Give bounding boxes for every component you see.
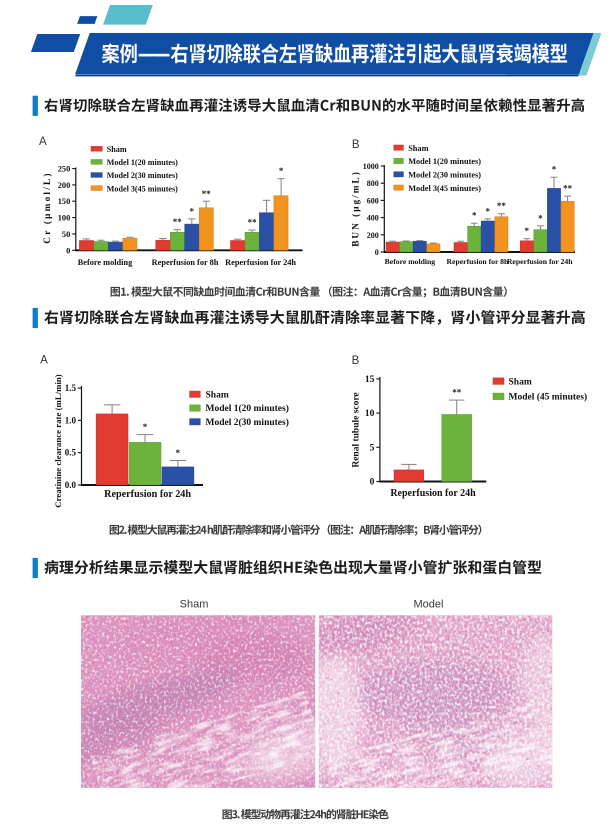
svg-text:*: * xyxy=(190,206,195,216)
svg-text:Before molding: Before molding xyxy=(385,257,436,266)
svg-text:Reperfusion for 8h: Reperfusion for 8h xyxy=(447,257,510,266)
svg-text:Renal tubule score: Renal tubule score xyxy=(352,392,362,467)
svg-text:Reperfusion for 8h: Reperfusion for 8h xyxy=(152,258,219,267)
svg-text:Model (45 minutes): Model (45 minutes) xyxy=(509,392,588,403)
svg-text:600: 600 xyxy=(367,196,379,205)
svg-text:*: * xyxy=(279,166,284,176)
svg-text:0.0: 0.0 xyxy=(65,480,77,490)
svg-text:50: 50 xyxy=(62,230,70,239)
svg-text:**: ** xyxy=(563,184,573,194)
svg-text:Model 2(30 minutes): Model 2(30 minutes) xyxy=(206,417,289,428)
svg-text:1.0: 1.0 xyxy=(65,415,77,425)
svg-text:Model 3(45 minutes): Model 3(45 minutes) xyxy=(107,184,178,193)
svg-text:B: B xyxy=(352,355,360,367)
svg-text:Sham: Sham xyxy=(206,390,229,400)
svg-text:1000: 1000 xyxy=(363,162,379,171)
svg-text:Model 2(30 minutes): Model 2(30 minutes) xyxy=(107,171,178,180)
svg-text:**: ** xyxy=(173,217,183,227)
svg-text:B: B xyxy=(352,139,360,151)
svg-text:**: ** xyxy=(452,388,462,398)
svg-text:*: * xyxy=(538,213,543,223)
svg-text:Model 1(20 minutes): Model 1(20 minutes) xyxy=(206,403,289,414)
svg-text:Reperfusion for 24h: Reperfusion for 24h xyxy=(104,489,191,500)
svg-text:BUN (μg/mL): BUN (μg/mL) xyxy=(351,170,362,247)
svg-text:Cr (μmol/L): Cr (μmol/L) xyxy=(42,171,53,243)
svg-text:5: 5 xyxy=(370,443,375,453)
svg-text:0: 0 xyxy=(370,478,375,488)
svg-text:**: ** xyxy=(202,189,212,199)
svg-text:Sham: Sham xyxy=(408,144,428,153)
svg-text:Model 3(45 minutes): Model 3(45 minutes) xyxy=(408,184,481,193)
svg-text:Model 1(20 minutes): Model 1(20 minutes) xyxy=(408,157,481,166)
svg-text:**: ** xyxy=(248,218,258,228)
svg-text:Creatinine clearance rate (mL/: Creatinine clearance rate (mL/min) xyxy=(53,374,63,508)
svg-text:250: 250 xyxy=(58,165,71,174)
svg-text:150: 150 xyxy=(58,197,71,206)
svg-text:*: * xyxy=(176,448,181,458)
svg-text:Reperfusion for 24h: Reperfusion for 24h xyxy=(390,488,476,499)
svg-text:*: * xyxy=(486,206,491,216)
svg-text:Reperfusion for 24h: Reperfusion for 24h xyxy=(225,258,296,267)
svg-text:10: 10 xyxy=(365,409,375,419)
svg-text:*: * xyxy=(525,226,530,236)
svg-text:Model 2(30 minutes): Model 2(30 minutes) xyxy=(408,171,481,180)
svg-text:0.5: 0.5 xyxy=(65,448,77,458)
svg-text:A: A xyxy=(40,355,48,367)
svg-text:Model 1(20 minutes): Model 1(20 minutes) xyxy=(107,158,178,167)
svg-text:800: 800 xyxy=(367,179,379,188)
svg-text:*: * xyxy=(552,165,557,175)
svg-text:200: 200 xyxy=(367,231,379,240)
svg-text:Model: Model xyxy=(414,599,444,611)
svg-text:Sham: Sham xyxy=(107,145,127,154)
svg-text:400: 400 xyxy=(367,214,379,223)
svg-text:200: 200 xyxy=(58,181,71,190)
svg-text:0: 0 xyxy=(375,248,379,257)
svg-text:0: 0 xyxy=(66,246,70,255)
svg-text:Before molding: Before molding xyxy=(78,258,133,267)
svg-text:100: 100 xyxy=(58,214,71,223)
svg-text:*: * xyxy=(472,211,477,221)
svg-text:1.5: 1.5 xyxy=(65,383,77,393)
svg-text:Sham: Sham xyxy=(509,377,532,387)
svg-text:**: ** xyxy=(497,201,507,211)
svg-text:Reperfusion for 24h: Reperfusion for 24h xyxy=(507,257,573,266)
svg-text:*: * xyxy=(143,422,148,432)
svg-text:Sham: Sham xyxy=(180,599,209,611)
svg-text:A: A xyxy=(39,136,47,148)
svg-text:15: 15 xyxy=(365,375,375,385)
